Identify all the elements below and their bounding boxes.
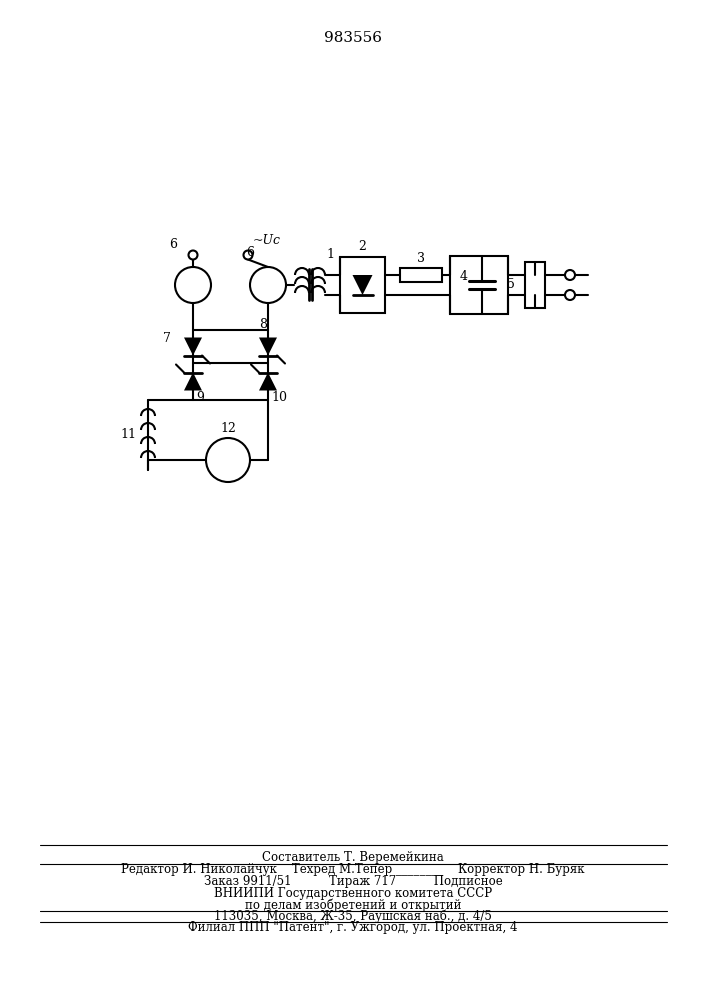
Text: 10: 10 <box>271 391 287 404</box>
Text: по делам изобретений и открытий: по делам изобретений и открытий <box>245 898 461 912</box>
Text: 12: 12 <box>220 422 236 434</box>
Text: 9: 9 <box>196 391 204 404</box>
Text: Филиал ППП "Патент", г. Ужгород, ул. Проектная, 4: Филиал ППП "Патент", г. Ужгород, ул. Про… <box>188 920 518 934</box>
Polygon shape <box>184 338 202 356</box>
Bar <box>450 256 508 314</box>
Text: 7: 7 <box>163 332 171 345</box>
Polygon shape <box>259 372 277 390</box>
Text: 4: 4 <box>460 270 468 284</box>
Text: 113035, Москва, Ж-35, Раушская наб., д. 4/5: 113035, Москва, Ж-35, Раушская наб., д. … <box>214 909 492 923</box>
Bar <box>340 257 385 313</box>
Text: ~Uc: ~Uc <box>253 234 281 247</box>
Text: 983556: 983556 <box>324 31 382 45</box>
Polygon shape <box>184 372 202 390</box>
Text: 6: 6 <box>246 246 254 259</box>
Polygon shape <box>353 275 373 295</box>
Text: Редактор И. Николайчук    Техред М.Тепер ________    Корректор Н. Буряк: Редактор И. Николайчук Техред М.Тепер __… <box>121 863 585 876</box>
Text: Составитель Т. Веремейкина: Составитель Т. Веремейкина <box>262 852 444 864</box>
Text: Заказ 9911/51          Тираж 717          Подписное: Заказ 9911/51 Тираж 717 Подписное <box>204 876 503 888</box>
Circle shape <box>565 270 575 280</box>
Circle shape <box>175 267 211 303</box>
Bar <box>400 268 442 282</box>
Text: 8: 8 <box>259 318 267 331</box>
Text: 1: 1 <box>326 248 334 261</box>
Circle shape <box>243 250 252 259</box>
Text: 2: 2 <box>358 240 366 253</box>
Text: 5: 5 <box>507 278 515 292</box>
Text: 11: 11 <box>120 428 136 442</box>
Circle shape <box>250 267 286 303</box>
Text: 3: 3 <box>417 252 425 265</box>
Circle shape <box>206 438 250 482</box>
Bar <box>525 262 545 308</box>
Text: ВНИИПИ Государственного комитета СССР: ВНИИПИ Государственного комитета СССР <box>214 888 492 900</box>
Text: 6: 6 <box>169 238 177 251</box>
Circle shape <box>189 250 197 259</box>
Circle shape <box>565 290 575 300</box>
Polygon shape <box>259 338 277 356</box>
